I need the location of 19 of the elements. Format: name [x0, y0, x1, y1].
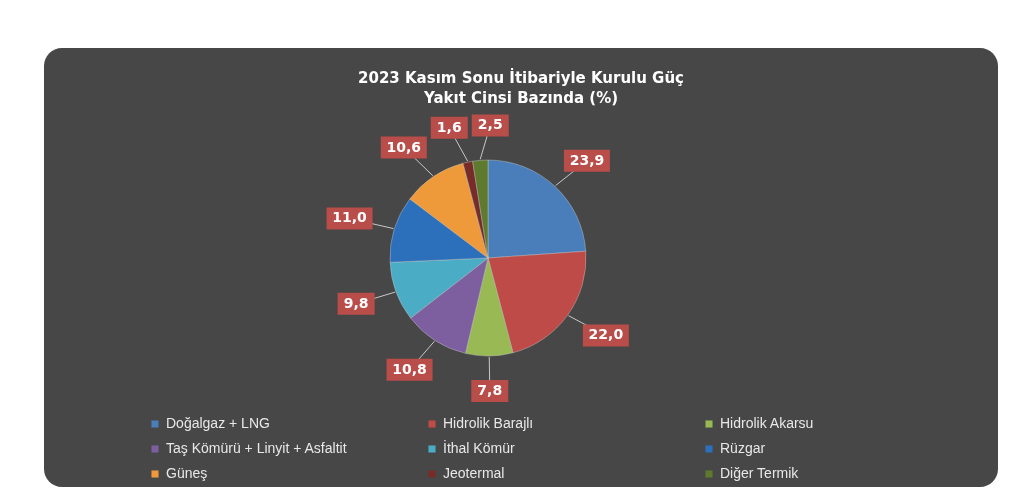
legend-label: Doğalgaz + LNG — [166, 415, 270, 431]
legend-label: Hidrolik Barajlı — [443, 415, 534, 431]
data-label: 11,0 — [332, 209, 368, 226]
data-label: 10,6 — [386, 138, 422, 155]
data-label: 10,8 — [392, 360, 427, 377]
chart-title: 2023 Kasım Sonu İtibariyle Kurulu Güç Yakıt Cinsi Bazında (%) — [358, 68, 684, 107]
data-label: 22,0 — [588, 326, 624, 343]
data-label: 9,8 — [343, 294, 369, 311]
legend-label: Diğer Termik — [720, 465, 800, 481]
legend-label: Taş Kömürü + Linyit + Asfaltit — [166, 440, 347, 456]
legend-label: Jeotermal — [443, 465, 505, 481]
data-label: 7,8 — [477, 381, 503, 398]
data-label: 2,5 — [477, 116, 503, 133]
legend-label: Hidrolik Akarsu — [720, 415, 814, 431]
data-label: 23,9 — [569, 151, 605, 168]
data-label: 1,6 — [436, 118, 462, 135]
legend-label: Güneş — [166, 465, 208, 481]
legend-label: İthal Kömür — [443, 439, 515, 456]
legend-label: Rüzgar — [720, 440, 766, 456]
